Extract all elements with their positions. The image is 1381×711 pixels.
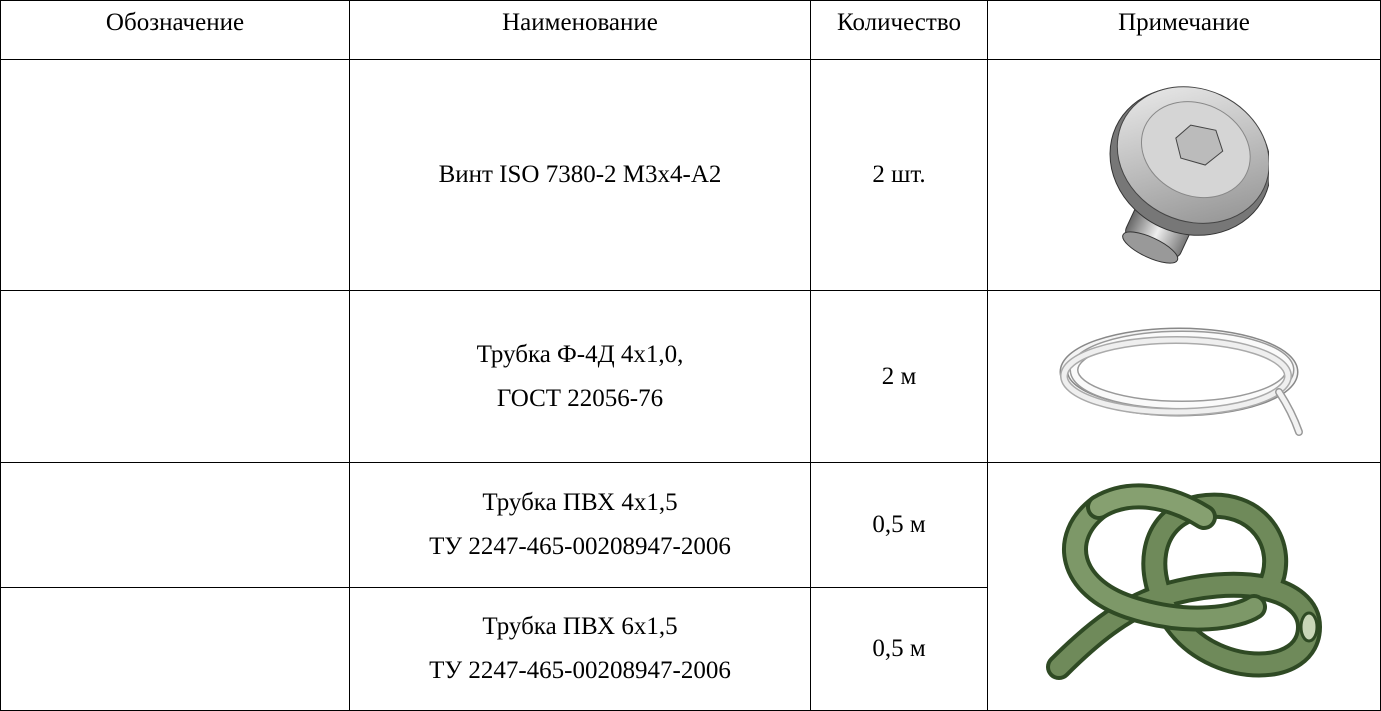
header-row: Обозначение Наименование Количество Прим… bbox=[1, 1, 1381, 60]
header-cell: Обозначение bbox=[1, 1, 350, 60]
quantity-cell: 2 шт. bbox=[811, 60, 988, 291]
header-cell: Наименование bbox=[350, 1, 811, 60]
row: Трубка Ф-4Д 4х1,0,ГОСТ 22056-76 2 м bbox=[1, 291, 1381, 463]
designation-cell bbox=[1, 60, 350, 291]
image-cell bbox=[988, 291, 1381, 463]
quantity-cell: 2 м bbox=[811, 291, 988, 463]
ptfe-tube-image bbox=[1054, 312, 1314, 442]
name-line: ТУ 2247-465-00208947-2006 bbox=[350, 649, 810, 693]
header-cell: Примечание bbox=[988, 1, 1381, 60]
image-cell bbox=[988, 60, 1381, 291]
name-line: Трубка ПВХ 4х1,5 bbox=[350, 481, 810, 525]
quantity-cell: 0,5 м bbox=[811, 463, 988, 588]
designation-cell bbox=[1, 463, 350, 588]
name-line: Трубка Ф-4Д 4х1,0, bbox=[350, 333, 810, 377]
quantity-cell: 0,5 м bbox=[811, 588, 988, 711]
parts-table: Обозначение Наименование Количество Прим… bbox=[0, 0, 1381, 711]
designation-cell bbox=[1, 291, 350, 463]
name-line: Винт ISO 7380-2 M3x4-A2 bbox=[350, 153, 810, 197]
designation-cell bbox=[1, 588, 350, 711]
image-cell bbox=[988, 463, 1381, 711]
name-line: ТУ 2247-465-00208947-2006 bbox=[350, 525, 810, 569]
page: Обозначение Наименование Количество Прим… bbox=[0, 0, 1381, 711]
pvc-tube-image bbox=[1039, 477, 1329, 697]
name-cell: Винт ISO 7380-2 M3x4-A2 bbox=[350, 60, 811, 291]
name-cell: Трубка Ф-4Д 4х1,0,ГОСТ 22056-76 bbox=[350, 291, 811, 463]
screw-image bbox=[1099, 75, 1269, 275]
name-line: Трубка ПВХ 6х1,5 bbox=[350, 605, 810, 649]
header-cell: Количество bbox=[811, 1, 988, 60]
name-line: ГОСТ 22056-76 bbox=[350, 377, 810, 421]
row: Винт ISO 7380-2 M3x4-A2 2 шт. bbox=[1, 60, 1381, 291]
